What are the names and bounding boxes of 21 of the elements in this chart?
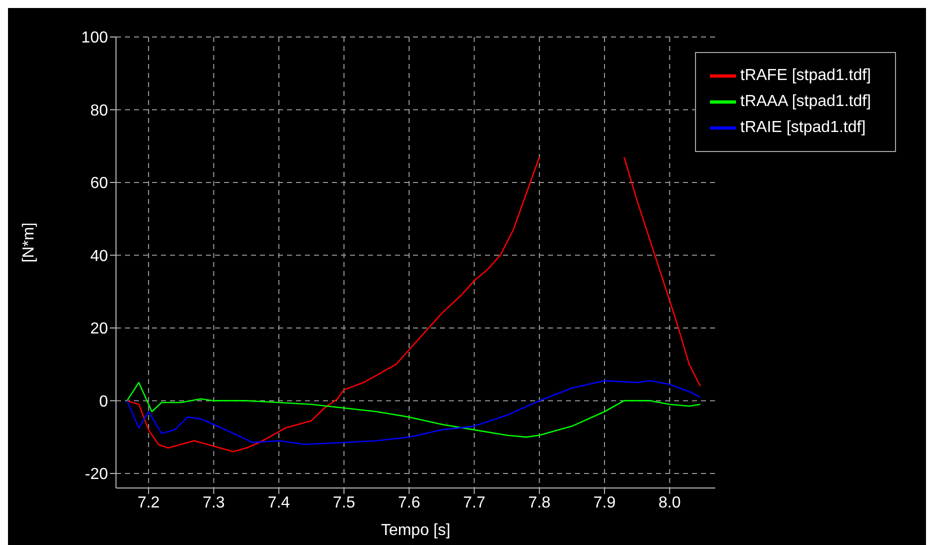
y-tick-label: -20 (84, 466, 108, 484)
y-tick-label: 20 (90, 320, 108, 338)
y-tick-label: 60 (90, 175, 108, 192)
x-axis-title: Tempo [s] (380, 522, 450, 539)
x-tick-label: 7.9 (593, 494, 616, 512)
y-axis-title: [N*m] (20, 222, 38, 262)
x-tick-label: 7.4 (268, 494, 290, 512)
x-tick-label: 7.8 (528, 494, 551, 512)
x-tick-label: 7.3 (202, 494, 225, 512)
x-tick-label: 7.6 (398, 494, 420, 512)
x-tick-label: 8.0 (658, 494, 681, 512)
legend-label: tRAAA [stpad1.tdf] (740, 93, 871, 110)
legend-label: tRAFE [stpad1.tdf] (740, 67, 871, 84)
legend-label: tRAIE [stpad1.tdf] (740, 119, 866, 136)
y-tick-label: 100 (81, 30, 108, 47)
y-tick-label: 0 (99, 393, 108, 410)
x-tick-label: 7.2 (137, 494, 160, 512)
y-tick-label: 80 (90, 102, 108, 120)
y-tick-label: 40 (90, 248, 108, 265)
x-tick-label: 7.7 (463, 494, 486, 512)
x-tick-label: 7.5 (332, 494, 356, 512)
